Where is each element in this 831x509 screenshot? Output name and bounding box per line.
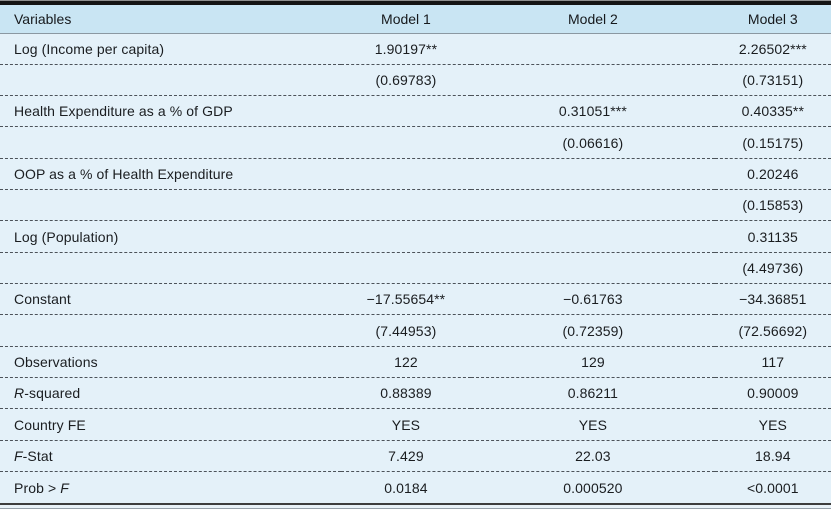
value-cell: 1.90197** — [374, 40, 438, 57]
label-text: Prob > — [14, 479, 61, 496]
value-cell: (7.44953) — [375, 322, 437, 339]
value-cell: (72.56692) — [738, 322, 808, 339]
row-label: Observations — [14, 353, 98, 370]
value-cell: 18.94 — [755, 447, 791, 464]
table-row: (0.15853) — [0, 189, 831, 221]
value-cell — [341, 127, 471, 158]
row-label — [0, 252, 341, 283]
value-cell — [471, 252, 714, 283]
column-header-model3: Model 3 — [747, 10, 798, 27]
value-cell — [341, 221, 471, 252]
row-label — [0, 127, 341, 158]
value-cell — [471, 64, 714, 95]
value-cell: 0.86211 — [567, 385, 619, 402]
bottom-rule — [0, 503, 831, 509]
row-label: Log (Income per capita) — [14, 40, 165, 57]
value-cell — [341, 158, 471, 189]
value-cell: 0.31135 — [747, 228, 798, 245]
table-body: Log (Income per capita) 1.90197** 2.26502*… — [0, 33, 831, 503]
value-cell: −0.61763 — [563, 291, 623, 308]
row-label: Health Expenditure as a % of GDP — [14, 103, 233, 120]
table-row: (4.49736) — [0, 252, 831, 284]
column-header-model1: Model 1 — [381, 10, 431, 27]
row-label: Constant — [14, 291, 71, 308]
value-cell: 0.40335** — [741, 103, 805, 120]
row-label: R-squared — [0, 378, 341, 409]
value-cell — [341, 190, 471, 221]
table-header: Variables Model 1 Model 2 Model 3 — [0, 5, 831, 33]
table-row: (7.44953) (0.72359) (72.56692) — [0, 314, 831, 347]
row-label — [0, 64, 341, 95]
value-cell: 22.03 — [575, 447, 611, 464]
table-row: Log (Income per capita) 1.90197** 2.26502*… — [0, 33, 831, 65]
table-row: R-squared 0.88389 0.86211 0.90009 — [0, 377, 831, 409]
value-cell: YES — [391, 416, 421, 433]
italic-symbol: F — [14, 447, 23, 464]
italic-symbol: R — [14, 385, 25, 402]
value-cell — [471, 190, 714, 221]
value-cell: YES — [578, 416, 608, 433]
table-row: Constant −17.55654** −0.61763 −34.36851 — [0, 283, 831, 315]
value-cell: −17.55654** — [366, 291, 446, 308]
value-cell — [471, 33, 714, 64]
row-label: Log (Population) — [14, 228, 119, 245]
value-cell: 129 — [581, 353, 605, 370]
value-cell: 0.31051*** — [558, 103, 627, 120]
value-cell: YES — [758, 416, 787, 433]
value-cell: (0.15175) — [742, 134, 804, 151]
table-row: OOP as a % of Health Expenditure 0.20246 — [0, 158, 831, 190]
row-label: Prob > F — [0, 472, 341, 503]
value-cell: 0.88389 — [380, 385, 432, 402]
value-cell: 117 — [761, 353, 785, 370]
value-cell — [341, 96, 471, 127]
table-row: F-Stat 7.429 22.03 18.94 — [0, 440, 831, 472]
value-cell: (0.73151) — [742, 71, 804, 88]
value-cell: (0.72359) — [562, 322, 624, 339]
value-cell — [471, 221, 714, 252]
value-cell: 0.90009 — [747, 385, 799, 402]
value-cell: 0.0184 — [384, 479, 428, 496]
table-row: Country FE YES YES YES — [0, 408, 831, 441]
column-header-variables: Variables — [14, 10, 72, 27]
value-cell: −34.36851 — [739, 291, 807, 308]
value-cell: 0.20246 — [747, 165, 799, 182]
table-row: Health Expenditure as a % of GDP 0.31051*… — [0, 95, 831, 127]
label-text: -Stat — [22, 447, 53, 464]
value-cell: (0.69783) — [375, 71, 437, 88]
value-cell: 2.26502*** — [738, 40, 807, 57]
value-cell: 0.000520 — [563, 479, 623, 496]
column-header-model2: Model 2 — [568, 10, 618, 27]
table-row: (0.69783) (0.73151) — [0, 64, 831, 96]
table-row: (0.06616) (0.15175) — [0, 126, 831, 159]
value-cell: <0.0001 — [746, 479, 799, 496]
row-label: OOP as a % of Health Expenditure — [14, 165, 234, 182]
value-cell: 122 — [394, 353, 418, 370]
row-label: Country FE — [14, 416, 86, 433]
header-row: Variables Model 1 Model 2 Model 3 — [0, 5, 831, 33]
value-cell — [341, 252, 471, 283]
italic-symbol: F — [60, 479, 69, 496]
value-cell: (0.06616) — [562, 134, 624, 151]
row-label — [0, 190, 341, 221]
table-row: Observations 122 129 117 — [0, 346, 831, 378]
row-label — [0, 315, 341, 346]
value-cell: 7.429 — [388, 447, 424, 464]
value-cell: (4.49736) — [742, 259, 804, 276]
table-row: Prob > F 0.0184 0.000520 <0.0001 — [0, 471, 831, 503]
row-label: F-Stat — [0, 440, 341, 471]
value-cell — [471, 158, 714, 189]
label-text: -squared — [24, 385, 81, 402]
top-rule — [0, 0, 831, 5]
results-table: Variables Model 1 Model 2 Model 3 Log (Inco… — [0, 5, 831, 503]
table-row: Log (Population) 0.31135 — [0, 220, 831, 253]
value-cell: (0.15853) — [742, 197, 804, 214]
